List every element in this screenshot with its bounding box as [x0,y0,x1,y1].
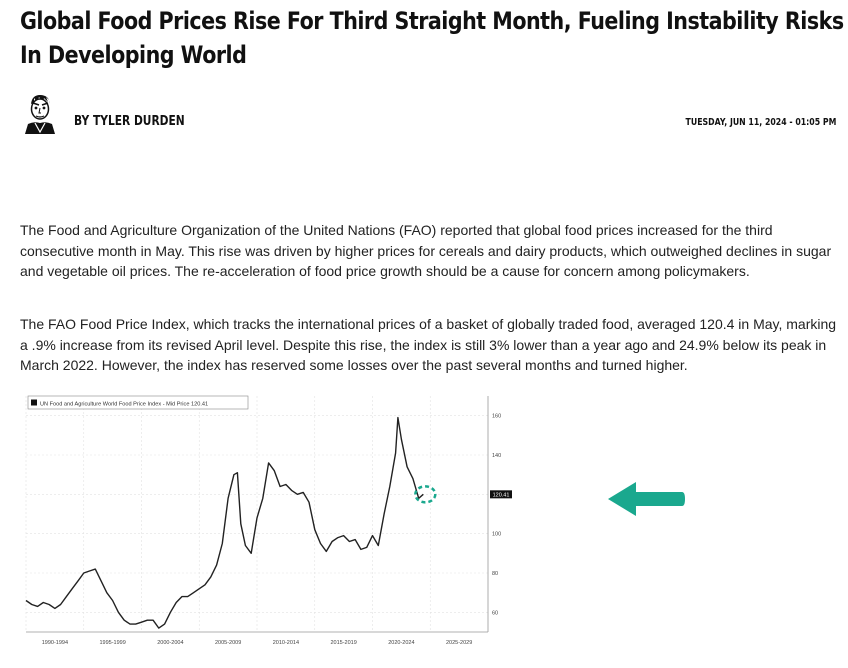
x-tick-label: 2010-2014 [273,640,299,646]
food-price-chart: 1990-1994 1995-1999 2000-2004 2005-2009 2010… [20,392,520,660]
x-tick-label: 2000-2004 [157,640,183,646]
x-tick-label: 1995-1999 [99,640,125,646]
x-tick-label: 2025-2029 [446,640,472,646]
article-paragraph: The FAO Food Price Index, which tracks t… [20,316,837,373]
article-paragraph: The Food and Agriculture Organization of… [20,222,832,279]
x-tick-label: 2015-2019 [330,640,356,646]
highlight-circle [414,485,437,504]
last-value-tag: 120.41 [490,490,512,499]
series-line [25,416,424,629]
chart-legend: UN Food and Agriculture World Food Price… [27,395,249,410]
arrow-left-icon [608,482,685,516]
y-tick-label: 60 [492,610,498,616]
chart-svg: 1990-1994 1995-1999 2000-2004 2005-2009 2010… [20,392,520,660]
byline: BY TYLER DURDEN TUESDAY, JUN 11, 2024 - … [20,92,836,136]
last-value-label: 120.41 [493,492,510,498]
y-tick-label: 80 [492,571,498,577]
legend-label: UN Food and Agriculture World Food Price… [40,402,208,408]
x-tick-labels: 1990-1994 1995-1999 2000-2004 2005-2009 2010… [42,640,473,646]
x-tick-label: 1990-1994 [42,640,68,646]
chart-grid [25,396,488,632]
author-name[interactable]: BY TYLER DURDEN [74,114,185,129]
x-tick-label: 2005-2009 [215,640,241,646]
y-tick-label: 100 [492,532,501,538]
publish-date: TUESDAY, JUN 11, 2024 - 01:05 PM [685,117,836,128]
y-tick-label: 160 [492,414,501,420]
x-tick-label: 2020-2024 [388,640,414,646]
article-headline: Global Food Prices Rise For Third Straig… [20,7,844,69]
author-portrait-icon [22,92,58,134]
y-tick-label: 140 [492,453,501,459]
author-avatar[interactable] [22,92,58,134]
annotation-arrow [606,478,686,520]
